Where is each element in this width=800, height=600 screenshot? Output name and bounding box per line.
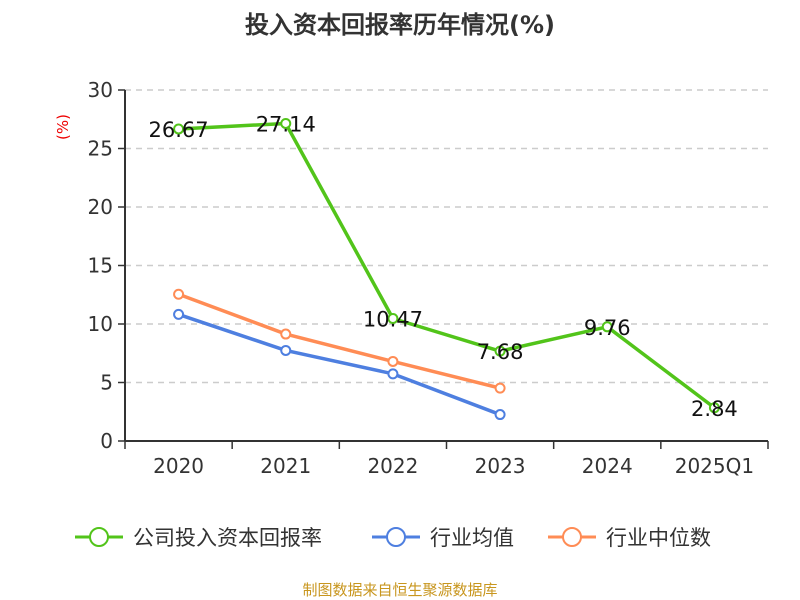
data-point[interactable] xyxy=(708,402,720,414)
y-tick-label: 25 xyxy=(88,137,113,161)
data-point[interactable] xyxy=(387,368,399,380)
y-tick-label: 10 xyxy=(88,312,113,336)
legend-marker-icon xyxy=(89,527,109,547)
series-line-2 xyxy=(177,292,501,390)
x-tick-label: 2023 xyxy=(475,454,526,478)
series-line-0 xyxy=(178,121,716,410)
y-tick-label: 0 xyxy=(100,429,113,453)
data-label: 7.68 xyxy=(477,340,524,364)
data-label: 2.84 xyxy=(691,397,738,421)
data-point[interactable] xyxy=(601,321,613,333)
series-line-1 xyxy=(178,312,501,417)
data-point[interactable] xyxy=(173,308,185,320)
legend-label: 行业均值 xyxy=(430,526,514,550)
data-point[interactable] xyxy=(280,344,292,356)
data-label: 10.47 xyxy=(363,308,423,332)
legend-item-1[interactable]: 行业均值 xyxy=(372,526,514,550)
legend-label: 行业中位数 xyxy=(606,526,711,550)
y-tick-label: 15 xyxy=(88,254,113,278)
legend-item-2[interactable]: 行业中位数 xyxy=(548,526,711,550)
data-label: 9.76 xyxy=(584,316,631,340)
x-tick-label: 2022 xyxy=(367,454,418,478)
legend-item-0[interactable]: 公司投入资本回报率 xyxy=(75,526,322,550)
x-tick-label: 2024 xyxy=(582,454,633,478)
data-label: 27.14 xyxy=(256,112,316,136)
chart-title: 投入资本回报率历年情况(%) xyxy=(245,11,555,39)
legend-marker-icon xyxy=(386,527,406,547)
data-point[interactable] xyxy=(173,123,185,135)
x-tick-label: 2025Q1 xyxy=(675,454,754,478)
x-tick-label: 2021 xyxy=(260,454,311,478)
y-tick-label: 30 xyxy=(88,78,113,102)
y-axis-label: (%) xyxy=(54,114,72,140)
footer-source: 制图数据来自恒生聚源数据库 xyxy=(302,581,497,599)
data-point[interactable] xyxy=(387,355,399,367)
y-tick-label: 20 xyxy=(88,195,113,219)
data-point[interactable] xyxy=(387,313,399,325)
data-point[interactable] xyxy=(494,382,506,394)
data-point[interactable] xyxy=(494,409,506,421)
data-point[interactable] xyxy=(280,117,292,129)
data-point[interactable] xyxy=(280,328,292,340)
data-label: 26.67 xyxy=(149,118,209,142)
x-tick-label: 2020 xyxy=(153,454,204,478)
data-point[interactable] xyxy=(173,288,185,300)
y-tick-label: 5 xyxy=(100,371,113,395)
data-point[interactable] xyxy=(494,345,506,357)
legend-marker-icon xyxy=(562,527,582,547)
legend-label: 公司投入资本回报率 xyxy=(133,526,322,550)
